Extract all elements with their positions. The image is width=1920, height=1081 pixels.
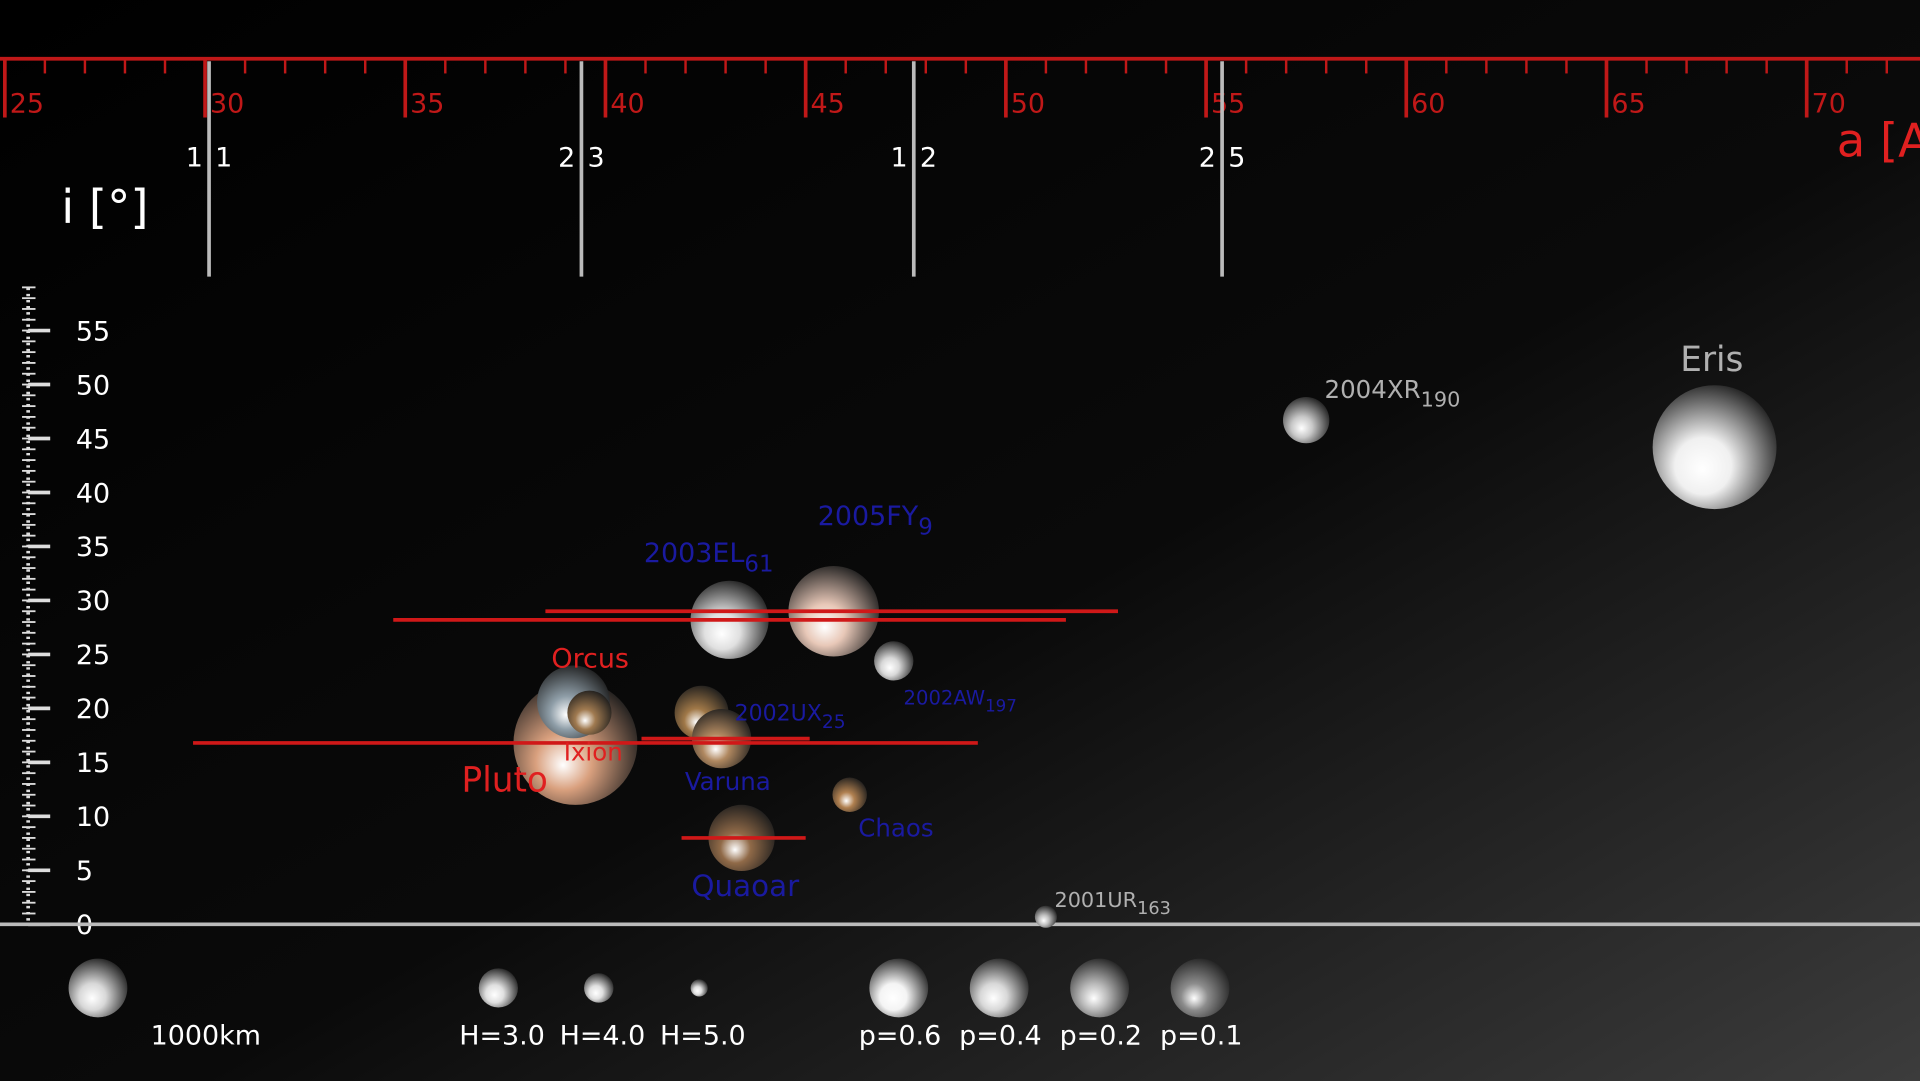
legend-albedo-label: p=0.1 bbox=[1160, 1020, 1242, 1051]
object-label: Pluto bbox=[462, 761, 548, 801]
x-tick-label: 60 bbox=[1411, 89, 1445, 120]
object-bubble bbox=[874, 641, 914, 681]
resonance-inner: 2 bbox=[1199, 142, 1216, 173]
x-tick-label: 65 bbox=[1611, 89, 1645, 120]
y-tick-label: 25 bbox=[76, 640, 110, 671]
object-label: Eris bbox=[1680, 340, 1743, 380]
x-tick-label: 45 bbox=[811, 89, 845, 120]
y-tick-label: 5 bbox=[76, 856, 93, 887]
x-axis-label: a [AU] bbox=[1837, 114, 1920, 168]
legend-albedo-label: p=0.6 bbox=[859, 1020, 941, 1051]
object-label: Ixion bbox=[564, 737, 623, 766]
x-tick-label: 70 bbox=[1812, 89, 1846, 120]
resonance-outer: 5 bbox=[1228, 142, 1245, 173]
x-tick-label: 30 bbox=[210, 89, 244, 120]
x-tick-label: 25 bbox=[10, 89, 44, 120]
object-label: 2001UR163 bbox=[1054, 888, 1170, 919]
object-name: 2002UX bbox=[735, 701, 822, 726]
object-subscript: 61 bbox=[744, 551, 773, 577]
object-name: 2004XR bbox=[1325, 375, 1421, 404]
resonance-outer: 3 bbox=[588, 142, 605, 173]
legend-magnitude-sphere bbox=[584, 973, 614, 1003]
object-subscript: 9 bbox=[918, 515, 933, 541]
y-tick-label: 45 bbox=[76, 424, 110, 455]
object-name: Chaos bbox=[858, 813, 933, 842]
x-tick-label: 50 bbox=[1011, 89, 1045, 120]
resonance-outer: 1 bbox=[215, 142, 232, 173]
object-name: Eris bbox=[1680, 340, 1743, 380]
resonance-inner: 1 bbox=[186, 142, 203, 173]
resonance-inner: 1 bbox=[891, 142, 908, 173]
legend-albedo-sphere bbox=[969, 958, 1029, 1018]
object-name: Quaoar bbox=[691, 869, 800, 903]
object-label: 2002UX25 bbox=[735, 701, 846, 733]
object-name: Varuna bbox=[685, 767, 771, 796]
object-name: 2002AW bbox=[904, 686, 986, 709]
y-tick-label: 35 bbox=[76, 532, 110, 563]
y-axis-label: i [°] bbox=[61, 180, 148, 234]
y-tick-label: 30 bbox=[76, 586, 110, 617]
resonance-outer: 2 bbox=[920, 142, 937, 173]
legend-albedo-label: p=0.4 bbox=[959, 1020, 1041, 1051]
object-label: 2002AW197 bbox=[904, 686, 1017, 715]
legend-albedo-label: p=0.2 bbox=[1060, 1020, 1142, 1051]
object-label: Orcus bbox=[551, 643, 629, 674]
object-label: 2005FY9 bbox=[818, 501, 933, 540]
object-label: 2004XR190 bbox=[1325, 375, 1461, 412]
object-subscript: 163 bbox=[1137, 899, 1171, 919]
object-bubble bbox=[832, 777, 867, 812]
y-tick-label: 20 bbox=[76, 694, 110, 725]
object-subscript: 197 bbox=[985, 696, 1017, 715]
object-subscript: 190 bbox=[1421, 388, 1461, 412]
object-bubble bbox=[1652, 385, 1777, 510]
object-label: Quaoar bbox=[691, 869, 800, 903]
legend-albedo-sphere bbox=[869, 958, 929, 1018]
legend-magnitude-sphere bbox=[690, 979, 708, 997]
legend-magnitude-label: H=3.0 bbox=[459, 1020, 545, 1051]
object-subscript: 25 bbox=[822, 712, 846, 733]
legend-scale-sphere bbox=[68, 958, 128, 1018]
legend-magnitude-label: H=5.0 bbox=[660, 1020, 746, 1051]
legend-magnitude-sphere bbox=[478, 968, 518, 1008]
legend-scale-label: 1000km bbox=[151, 1020, 261, 1051]
object-name: 2005FY bbox=[818, 501, 919, 532]
legend-albedo-sphere bbox=[1170, 958, 1230, 1018]
legend-magnitude-label: H=4.0 bbox=[560, 1020, 646, 1051]
object-label: Varuna bbox=[685, 767, 771, 796]
object-name: Ixion bbox=[564, 737, 623, 766]
x-tick-label: 40 bbox=[610, 89, 644, 120]
x-tick-label: 35 bbox=[410, 89, 444, 120]
object-name: 2001UR bbox=[1054, 888, 1137, 912]
object-name: Pluto bbox=[462, 761, 548, 801]
object-bubble bbox=[1283, 396, 1330, 444]
legend-albedo-sphere bbox=[1070, 958, 1129, 1018]
y-tick-label: 15 bbox=[76, 748, 110, 779]
object-bubble bbox=[1034, 905, 1057, 928]
object-name: Orcus bbox=[551, 643, 629, 674]
y-tick-label: 50 bbox=[76, 370, 110, 401]
object-label: Chaos bbox=[858, 813, 933, 842]
object-name: 2003EL bbox=[644, 538, 745, 569]
resonance-inner: 2 bbox=[558, 142, 575, 173]
object-bubble bbox=[567, 690, 612, 735]
x-tick-label: 55 bbox=[1211, 89, 1245, 120]
object-label: 2003EL61 bbox=[644, 538, 774, 577]
y-tick-label: 55 bbox=[76, 316, 110, 347]
y-tick-label: 40 bbox=[76, 478, 110, 509]
y-tick-label: 10 bbox=[76, 802, 110, 833]
